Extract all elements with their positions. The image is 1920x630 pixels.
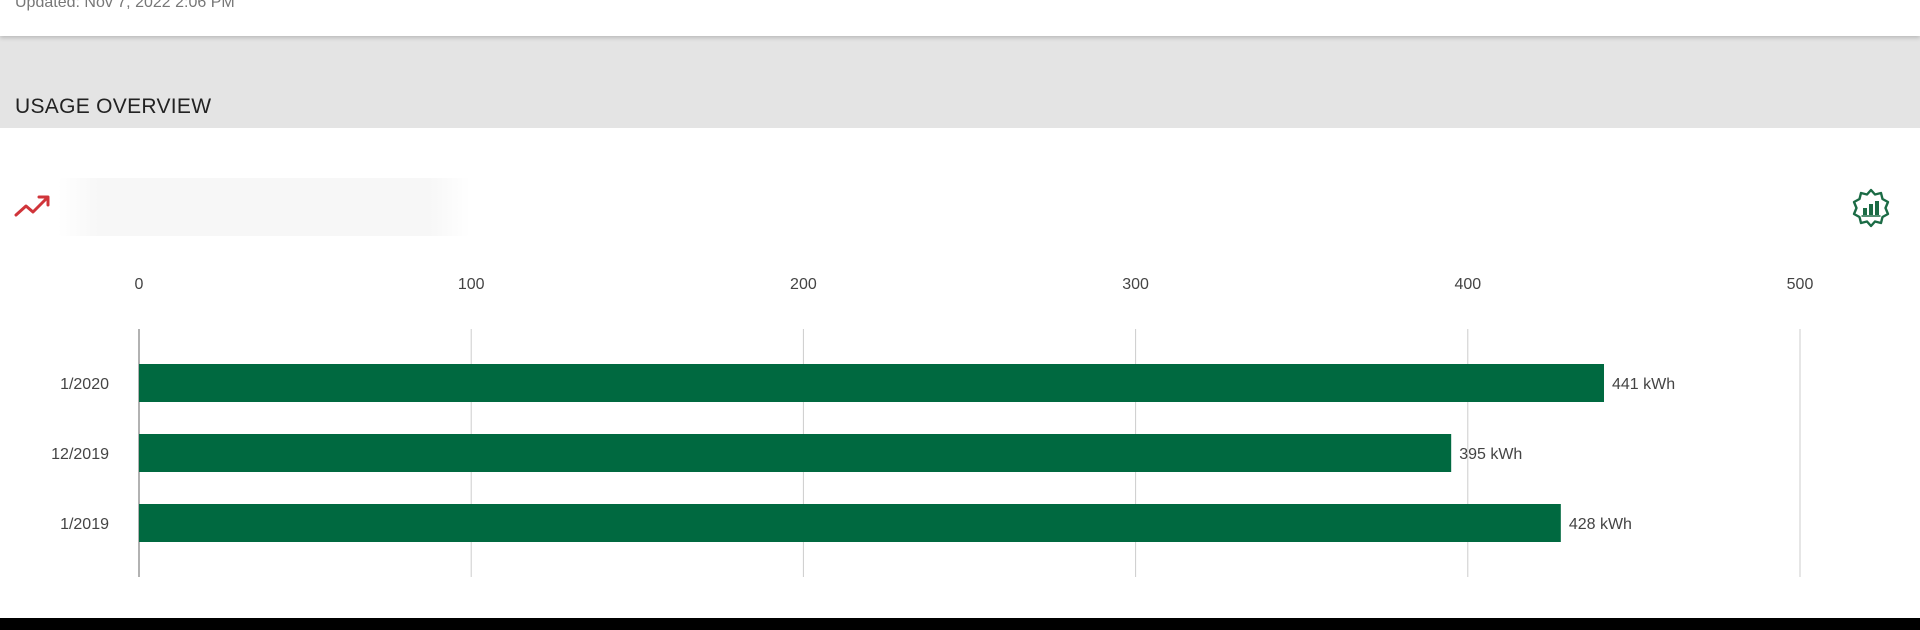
bar <box>139 364 1605 402</box>
category-label: 1/2020 <box>60 376 109 393</box>
x-tick-label: 500 <box>1787 276 1814 293</box>
chart-title-placeholder <box>58 178 470 236</box>
x-tick-label: 0 <box>135 276 144 293</box>
bar <box>139 504 1561 542</box>
data-label: 441 kWh <box>1612 376 1675 393</box>
data-label: 428 kWh <box>1569 516 1632 533</box>
chart-settings-icon[interactable] <box>1850 187 1892 229</box>
section-title: USAGE OVERVIEW <box>15 95 212 118</box>
bar <box>139 434 1452 472</box>
x-tick-label: 100 <box>458 276 485 293</box>
category-label: 12/2019 <box>51 446 109 463</box>
x-tick-label: 300 <box>1122 276 1149 293</box>
x-tick-label: 400 <box>1454 276 1481 293</box>
category-label: 1/2019 <box>60 516 109 533</box>
data-label: 395 kWh <box>1459 446 1522 463</box>
x-tick-label: 200 <box>790 276 817 293</box>
usage-bar-chart: 0 100 200 300 400 500 1/2020 441 kWh 12/2019 395 … <box>51 276 1814 577</box>
footer-bar <box>0 618 1920 630</box>
updated-card: Updated: Nov 7, 2022 2:06 PM <box>0 0 1920 36</box>
updated-timestamp: Updated: Nov 7, 2022 2:06 PM <box>15 0 235 11</box>
trend-up-icon <box>14 195 50 217</box>
